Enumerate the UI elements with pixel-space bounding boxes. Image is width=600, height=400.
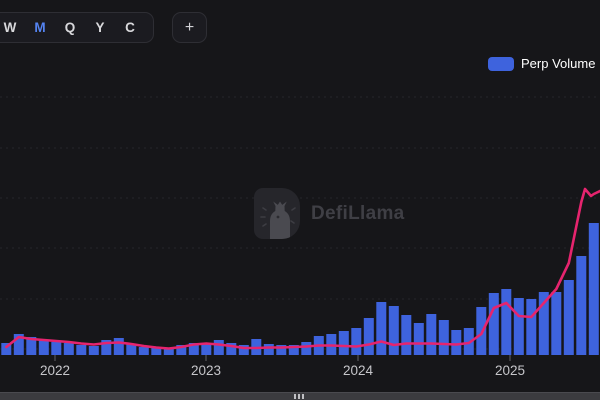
perp-volume-bar-2023-06[interactable] — [263, 344, 274, 355]
perp-volume-bar-2025-03[interactable] — [526, 299, 537, 355]
perp-volume-bar-2022-11[interactable] — [176, 345, 187, 355]
perp-volume-bar-2022-05[interactable] — [101, 340, 112, 355]
perp-volume-bar-2025-05[interactable] — [551, 292, 562, 355]
perp-volume-bar-2022-01[interactable] — [51, 342, 62, 355]
range-button-q[interactable]: Q — [64, 20, 76, 35]
legend-label: Perp Volume — [521, 56, 596, 71]
perp-volume-bar-2024-02[interactable] — [363, 318, 374, 355]
legend-swatch-icon — [488, 56, 514, 71]
perp-volume-bar-2022-08[interactable] — [138, 347, 149, 355]
perp-volume-bar-2022-06[interactable] — [113, 338, 124, 355]
range-button-w[interactable]: W — [3, 20, 17, 35]
x-axis-label-2024: 2024 — [343, 363, 374, 378]
perp-volume-bar-2024-08[interactable] — [438, 320, 449, 355]
trend-line — [5, 187, 600, 350]
perp-volume-bar-2021-10[interactable] — [13, 334, 24, 355]
perp-volume-bar-2021-09[interactable] — [1, 343, 12, 355]
datazoom-slider[interactable] — [0, 392, 600, 400]
perp-volume-bar-2025-01[interactable] — [501, 289, 512, 355]
perp-volume-bar-2023-02[interactable] — [213, 340, 224, 355]
x-axis-label-2023: 2023 — [191, 363, 221, 378]
datazoom-grip-icon[interactable] — [294, 394, 304, 399]
perp-volume-bar-2024-09[interactable] — [451, 330, 462, 355]
perp-volume-bar-2024-01[interactable] — [351, 328, 362, 355]
perp-volume-bar-2022-02[interactable] — [63, 343, 74, 355]
x-axis-label-2025: 2025 — [495, 363, 525, 378]
perp-volume-bar-2025-02[interactable] — [513, 298, 524, 355]
perp-volume-bar-2022-03[interactable] — [76, 345, 87, 355]
perp-volume-bar-2023-09[interactable] — [301, 342, 312, 355]
perp-volume-bar-2025-04[interactable] — [538, 292, 549, 355]
perp-volume-bar-2021-12[interactable] — [38, 340, 49, 355]
perp-volume-bar-2025-06[interactable] — [563, 280, 574, 355]
x-axis-label-2022: 2022 — [40, 363, 70, 378]
perp-volume-bar-2025-08[interactable] — [588, 223, 599, 355]
perp-volume-bar-2024-03[interactable] — [376, 302, 387, 355]
perp-volume-bar-2023-12[interactable] — [338, 331, 349, 355]
perp-volume-bar-2022-07[interactable] — [126, 344, 137, 355]
chart-legend: Perp Volume — [488, 56, 595, 71]
perp-volume-bar-2022-10[interactable] — [163, 348, 174, 355]
perp-volume-bar-2024-04[interactable] — [388, 306, 399, 355]
add-chart-button[interactable]: + — [172, 12, 207, 43]
perp-volume-bar-2021-11[interactable] — [26, 337, 37, 355]
perp-volume-bar-2022-12[interactable] — [188, 343, 199, 355]
perp-volume-bar-2023-07[interactable] — [276, 345, 287, 355]
range-button-m[interactable]: M — [34, 20, 46, 35]
legend-item-perp-volume[interactable]: Perp Volume — [488, 56, 595, 71]
perp-volume-bar-2024-05[interactable] — [401, 315, 412, 355]
range-button-y[interactable]: Y — [95, 20, 105, 35]
perp-volume-bar-2023-04[interactable] — [238, 345, 249, 355]
perp-volume-bar-2023-03[interactable] — [226, 343, 237, 355]
perp-volume-bar-2023-08[interactable] — [288, 345, 299, 355]
perp-volume-bar-2024-12[interactable] — [488, 293, 499, 355]
range-button-c[interactable]: C — [125, 20, 135, 35]
perp-volume-bar-2024-07[interactable] — [426, 314, 437, 355]
perp-volume-bar-2023-01[interactable] — [201, 344, 212, 355]
perp-volume-bar-2025-07[interactable] — [576, 256, 587, 355]
perp-volume-bar-2022-09[interactable] — [151, 347, 162, 355]
perp-volume-bar-2022-04[interactable] — [88, 346, 99, 355]
perp-volume-bar-2024-06[interactable] — [413, 323, 424, 355]
